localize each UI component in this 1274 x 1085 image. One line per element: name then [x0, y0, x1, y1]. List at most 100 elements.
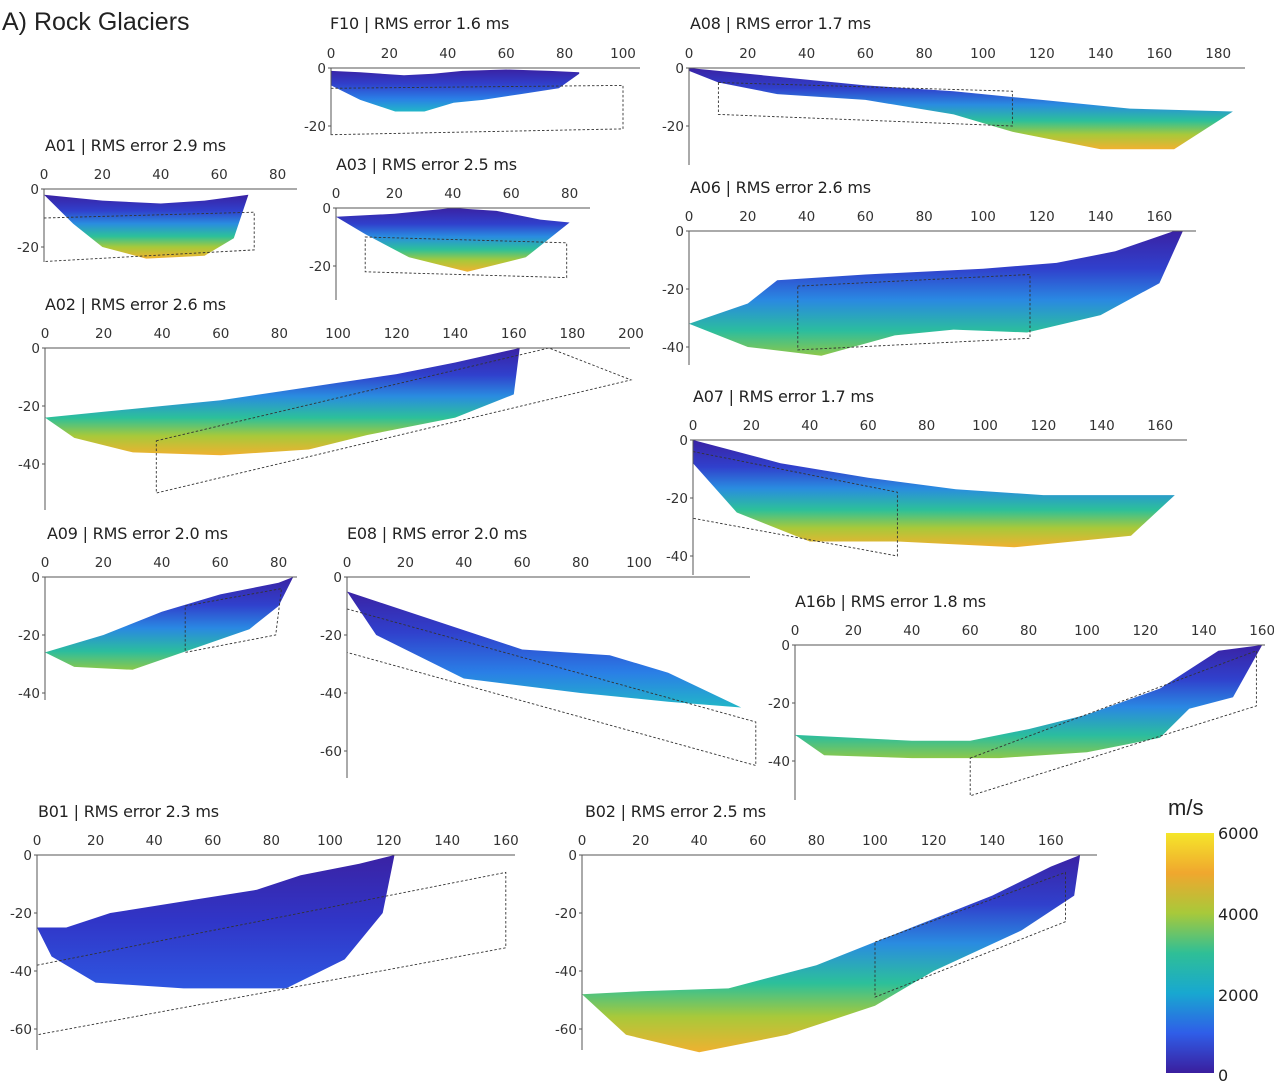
x-tick-label: 80 [561, 186, 578, 202]
x-tick-label: 60 [962, 623, 979, 639]
x-tick-label: 160 [493, 833, 519, 849]
x-tick-label: 120 [921, 833, 947, 849]
x-tick-label: 60 [498, 46, 515, 62]
outline-box-a06 [797, 274, 1031, 351]
x-tick-label: 0 [332, 186, 341, 202]
x-tick-label: 180 [1205, 46, 1231, 62]
x-tick-label: 20 [632, 833, 649, 849]
x-tick-label: 140 [1088, 209, 1114, 225]
x-tick-label: 0 [791, 623, 800, 639]
x-tick-label: 40 [153, 555, 170, 571]
x-tick-label: 0 [33, 833, 42, 849]
colorbar-unit: m/s [1168, 795, 1204, 820]
x-tick-label: 60 [503, 186, 520, 202]
x-tick-label: 100 [970, 46, 996, 62]
x-tick-label: 0 [41, 555, 50, 571]
x-tick-label: 60 [857, 209, 874, 225]
x-tick-label: 120 [1029, 209, 1055, 225]
outline-box-a16b [969, 650, 1257, 797]
velocity-model-a09 [45, 577, 294, 670]
x-tick-label: 100 [325, 326, 351, 342]
y-tick-label: -20 [768, 696, 790, 712]
panel-a16b: 0 20 40 60 80 100 120 140 160 0 -20 -40 [768, 623, 1274, 800]
x-tick-label: 80 [271, 326, 288, 342]
colorbar-tick-6000: 6000 [1218, 824, 1259, 843]
panel-b02: 0 20 40 60 80 100 120 140 160 0 -20 -40 -60 [555, 833, 1097, 1053]
x-tick-label: 40 [154, 326, 171, 342]
x-tick-label: 160 [1147, 46, 1173, 62]
panel-title-b01: B01 | RMS error 2.3 ms [38, 802, 219, 821]
x-tick-label: 60 [860, 418, 877, 434]
x-tick-label: 80 [1020, 623, 1037, 639]
panel-title-a09: A09 | RMS error 2.0 ms [47, 524, 228, 543]
x-tick-label: 40 [152, 167, 169, 183]
x-tick-label: 140 [1088, 46, 1114, 62]
x-tick-label: 20 [94, 167, 111, 183]
y-tick-label: -60 [10, 1022, 32, 1038]
x-tick-label: 100 [970, 209, 996, 225]
x-tick-label: 160 [1147, 209, 1173, 225]
x-tick-label: 40 [444, 186, 461, 202]
velocity-model-a07 [693, 440, 1175, 548]
y-tick-label: 0 [30, 182, 39, 198]
colorbar-gradient [1166, 833, 1214, 1073]
outline-box-a02 [155, 347, 633, 494]
outline-box-a07 [692, 451, 898, 557]
x-tick-label: 60 [212, 555, 229, 571]
x-tick-label: 200 [618, 326, 644, 342]
panel-f10: 0 20 40 60 80 100 0 -20 [304, 46, 640, 136]
x-tick-label: 40 [798, 209, 815, 225]
x-tick-label: 120 [384, 326, 410, 342]
panel-a01: 0 20 40 60 80 0 -20 [17, 167, 297, 262]
x-tick-label: 0 [327, 46, 336, 62]
panel-title-b02: B02 | RMS error 2.5 ms [585, 802, 766, 821]
panel-title-a02: A02 | RMS error 2.6 ms [45, 295, 226, 314]
x-tick-label: 60 [857, 46, 874, 62]
y-tick-label: -40 [768, 754, 790, 770]
x-tick-label: 180 [560, 326, 586, 342]
colorbar-tick-0: 0 [1218, 1066, 1229, 1085]
y-tick-label: -60 [555, 1022, 577, 1038]
x-tick-label: 100 [1074, 623, 1100, 639]
x-tick-label: 40 [798, 46, 815, 62]
panel-title-f10: F10 | RMS error 1.6 ms [330, 14, 510, 33]
y-tick-label: 0 [23, 848, 32, 864]
x-tick-label: 100 [862, 833, 888, 849]
x-tick-label: 40 [903, 623, 920, 639]
x-tick-label: 40 [455, 555, 472, 571]
x-tick-label: 120 [376, 833, 402, 849]
panel-a07: 0 20 40 60 80 100 120 140 160 0 -20 -40 [666, 418, 1187, 575]
x-tick-label: 160 [1147, 418, 1173, 434]
y-tick-label: -40 [18, 686, 40, 702]
x-tick-label: 100 [972, 418, 998, 434]
x-tick-label: 120 [1133, 623, 1159, 639]
y-tick-label: 0 [679, 433, 688, 449]
x-tick-label: 0 [685, 209, 694, 225]
x-tick-label: 60 [212, 326, 229, 342]
x-tick-label: 20 [739, 46, 756, 62]
x-tick-label: 40 [146, 833, 163, 849]
x-tick-label: 80 [269, 167, 286, 183]
x-tick-label: 20 [386, 186, 403, 202]
x-tick-label: 80 [916, 46, 933, 62]
x-tick-label: 80 [916, 209, 933, 225]
y-tick-label: 0 [317, 61, 326, 77]
y-tick-label: 0 [568, 848, 577, 864]
x-tick-label: 0 [578, 833, 587, 849]
x-tick-label: 60 [514, 555, 531, 571]
y-tick-label: -20 [10, 906, 32, 922]
x-tick-label: 20 [95, 555, 112, 571]
velocity-model-f10 [331, 69, 580, 112]
y-tick-label: -20 [662, 119, 684, 135]
y-tick-label: 0 [333, 570, 342, 586]
panel-title-a16b: A16b | RMS error 1.8 ms [795, 592, 986, 611]
y-tick-label: -60 [320, 744, 342, 760]
x-tick-label: 0 [685, 46, 694, 62]
x-tick-label: 100 [610, 46, 636, 62]
outline-box-b02 [874, 871, 1066, 998]
outline-box-a03 [364, 236, 568, 279]
velocity-model-b02 [582, 855, 1081, 1053]
x-tick-label: 140 [434, 833, 460, 849]
